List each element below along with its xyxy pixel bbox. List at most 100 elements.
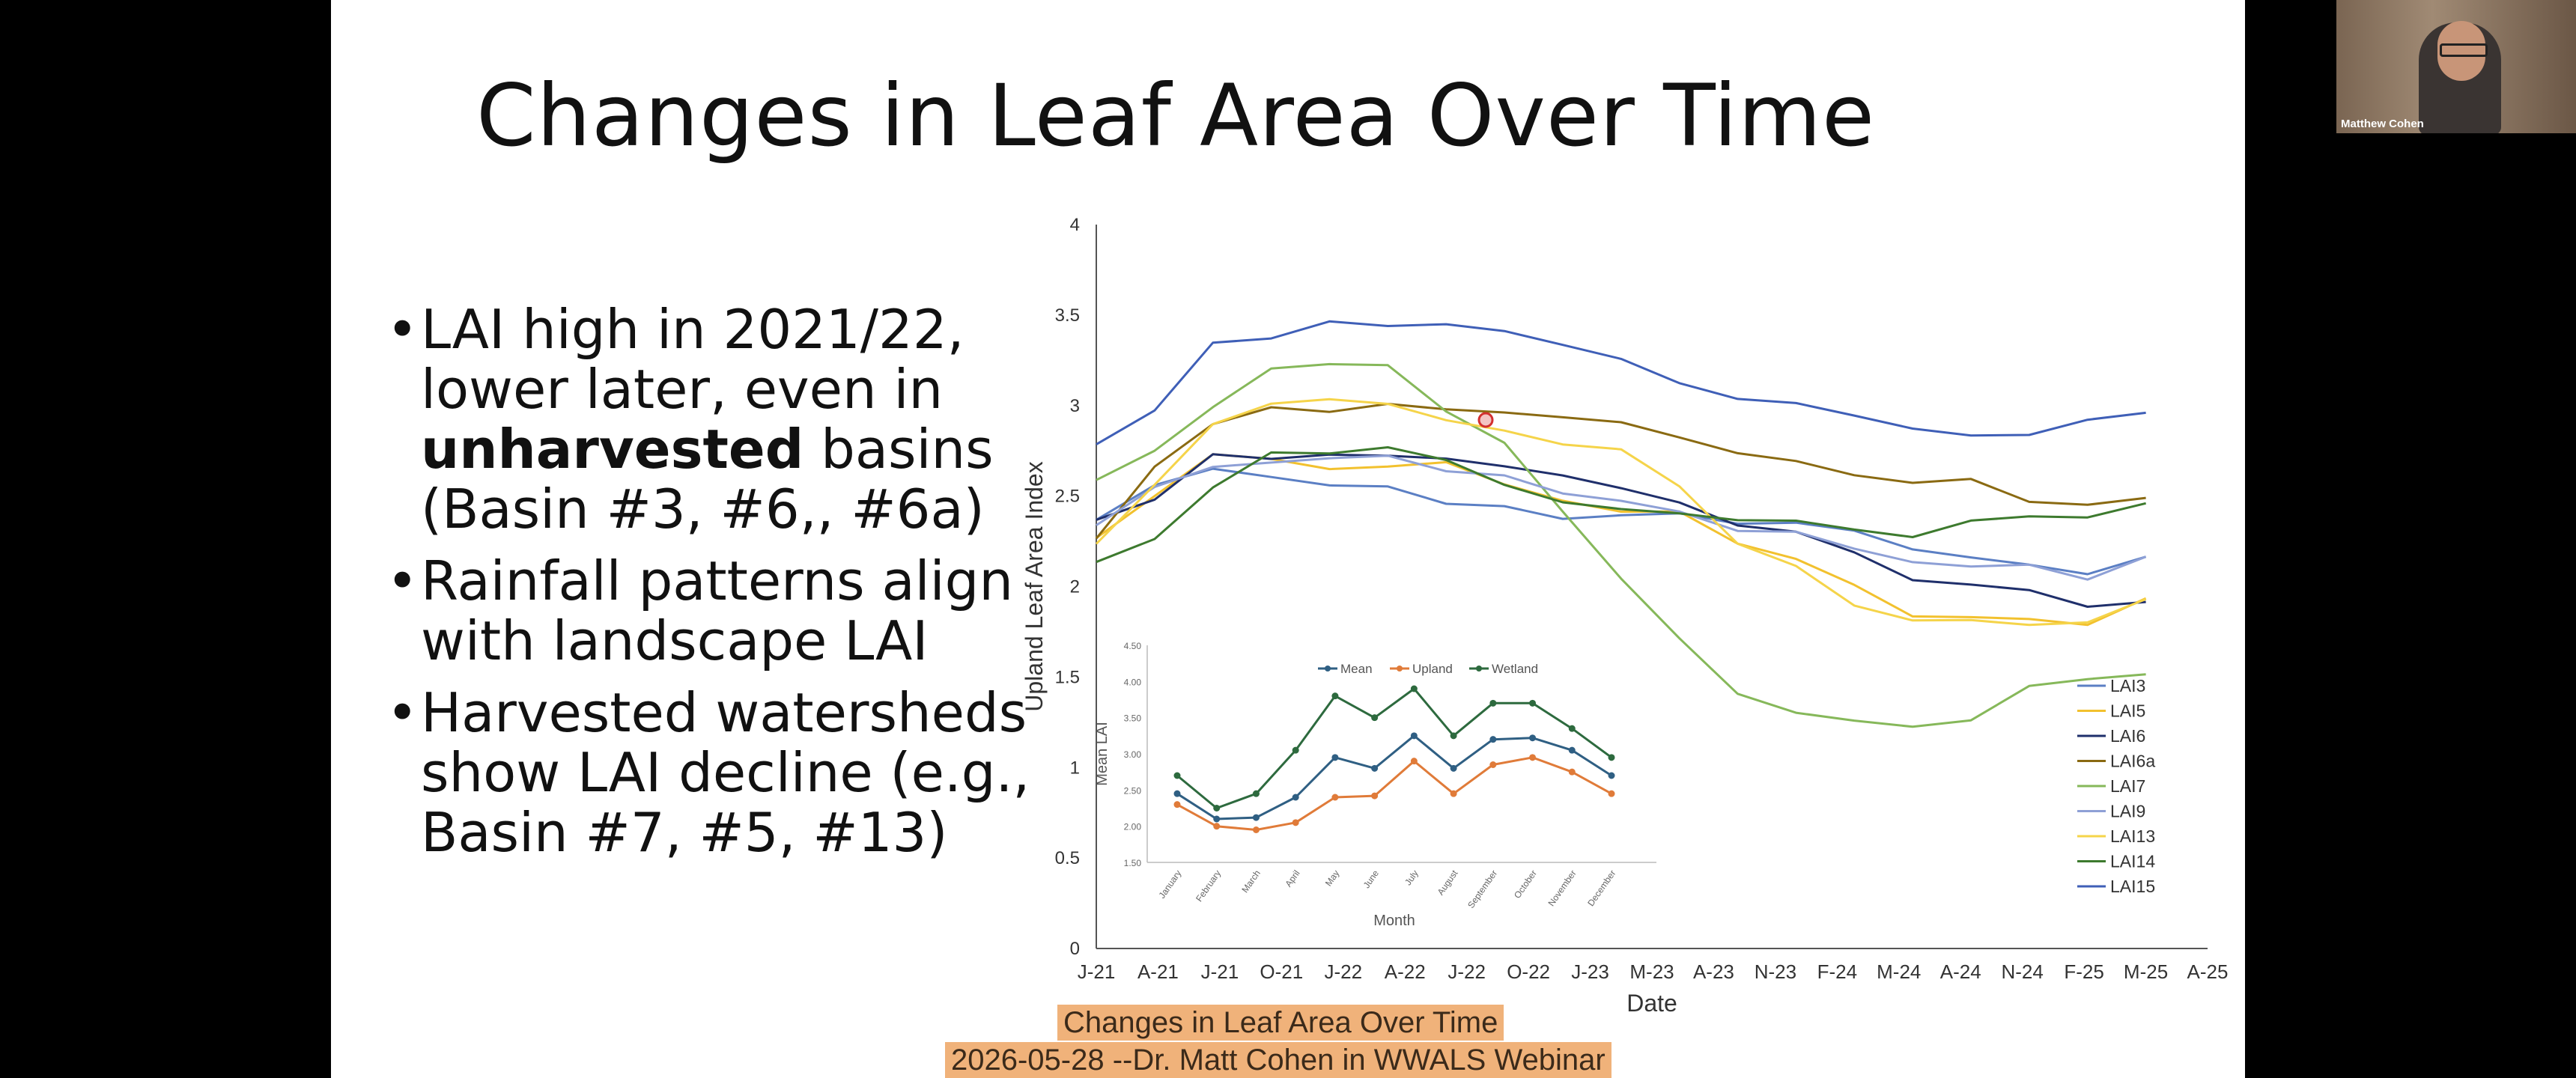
inset-point-wetland <box>1213 805 1221 811</box>
inset-point-mean <box>1568 746 1576 754</box>
x-tick-label: F-24 <box>1817 960 1857 983</box>
y-tick-label: 2 <box>1070 577 1080 597</box>
bullet-line: Rainfall patterns align <box>421 549 1013 612</box>
presentation-slide: Changes in Leaf Area Over Time • LAI hig… <box>331 0 2245 1078</box>
inset-x-tick-label: January <box>1156 868 1183 901</box>
inset-point-upland <box>1371 792 1379 800</box>
y-tick-label: 1 <box>1070 758 1080 778</box>
inset-legend-label: Upland <box>1412 662 1453 676</box>
bullet-list: • LAI high in 2021/22, lower later, even… <box>386 299 1038 874</box>
inset-y-tick-label: 3.50 <box>1124 713 1142 724</box>
y-tick-label: 0 <box>1070 939 1080 959</box>
inset-point-mean <box>1252 814 1260 821</box>
inset-legend-marker <box>1397 666 1403 672</box>
series-line-lai6a <box>1095 403 2146 540</box>
inset-x-tick-label: July <box>1403 868 1421 888</box>
inset-legend-label: Wetland <box>1492 662 1538 676</box>
participant-name: Matthew Cohen <box>2341 118 2424 130</box>
y-axis-title: Upland Leaf Area Index <box>1021 461 1048 711</box>
y-tick-label: 3 <box>1070 396 1080 416</box>
inset-series-line-mean <box>1176 734 1612 820</box>
inset-series-line-wetland <box>1176 687 1612 809</box>
bullet-bold-text: unharvested <box>421 418 804 481</box>
inset-point-mean <box>1173 790 1181 797</box>
y-tick-label: 1.5 <box>1055 667 1080 687</box>
bullet-line: Basin #7, #5, #13) <box>421 801 948 864</box>
inset-y-tick-label: 4.00 <box>1124 677 1142 687</box>
legend-label: LAI6a <box>2110 752 2155 771</box>
inset-point-mean <box>1608 772 1615 779</box>
inset-y-tick-label: 1.50 <box>1124 858 1142 868</box>
series-line-lai14 <box>1096 446 2146 564</box>
inset-x-tick-label: August <box>1436 868 1460 897</box>
inset-point-mean <box>1450 764 1457 772</box>
x-tick-label: M-23 <box>1629 960 1674 983</box>
y-tick-label: 3.5 <box>1055 305 1080 326</box>
legend-label: LAI7 <box>2110 776 2145 796</box>
inset-point-wetland <box>1331 692 1339 700</box>
inset-point-wetland <box>1410 685 1418 692</box>
inset-point-mean <box>1292 794 1299 801</box>
legend-label: LAI3 <box>2110 676 2145 695</box>
inset-point-upland <box>1292 819 1299 826</box>
series-line-lai15 <box>1096 320 2146 445</box>
legend-label: LAI14 <box>2110 852 2155 871</box>
series-line-lai5 <box>1096 453 2147 627</box>
inset-x-tick-label: November <box>1546 868 1579 908</box>
inset-point-wetland <box>1450 732 1457 740</box>
inset-point-upland <box>1568 768 1576 776</box>
x-tick-label: M-25 <box>2124 960 2168 983</box>
x-tick-label: A-23 <box>1693 960 1734 983</box>
inset-x-tick-label: October <box>1512 868 1539 901</box>
inset-point-upland <box>1450 790 1457 797</box>
inset-x-tick-label: April <box>1283 868 1301 889</box>
x-tick-label: J-21 <box>1078 960 1116 983</box>
inset-point-upland <box>1252 826 1260 833</box>
x-tick-label: N-23 <box>1755 960 1796 983</box>
inset-y-tick-label: 3.00 <box>1124 749 1142 760</box>
bullet-dot: • <box>386 298 419 361</box>
x-axis-title: Date <box>1626 990 1677 1017</box>
x-tick-label: A-24 <box>1940 960 1981 983</box>
inset-point-wetland <box>1292 746 1299 754</box>
x-tick-label: O-21 <box>1260 960 1303 983</box>
bullet-dot: • <box>386 549 419 612</box>
inset-point-mean <box>1529 734 1537 742</box>
x-tick-label: A-25 <box>2187 960 2229 983</box>
y-tick-label: 0.5 <box>1055 848 1080 868</box>
inset-point-upland <box>1410 758 1418 765</box>
inset-legend-marker <box>1325 666 1331 672</box>
series-line-lai7 <box>1096 362 2146 728</box>
inset-point-wetland <box>1173 772 1181 779</box>
inset-legend-marker <box>1476 666 1482 672</box>
x-tick-label: J-21 <box>1201 960 1239 983</box>
bullet-item: • Rainfall patterns align with landscape… <box>386 551 1038 671</box>
pointer-icon <box>1477 412 1494 428</box>
inset-y-tick-label: 2.50 <box>1124 785 1142 796</box>
series-line-lai3 <box>1096 467 2147 576</box>
inset-point-upland <box>1529 754 1537 761</box>
bullet-line: with landscape LAI <box>421 609 929 672</box>
inset-point-wetland <box>1608 754 1615 761</box>
bullet-line: show LAI decline (e.g., <box>421 741 1030 804</box>
inset-x-tick-label: March <box>1239 868 1263 895</box>
inset-point-upland <box>1213 823 1221 830</box>
inset-point-upland <box>1489 761 1497 768</box>
inset-point-wetland <box>1529 699 1537 707</box>
bullet-line: Harvested watersheds <box>421 681 1027 744</box>
participant-video-tile[interactable]: Matthew Cohen <box>2336 0 2576 133</box>
inset-point-mean <box>1371 764 1379 772</box>
bullet-line: lower later, even in <box>421 358 944 421</box>
y-tick-label: 2.5 <box>1055 487 1080 507</box>
inset-x-tick-label: February <box>1194 868 1223 904</box>
bullet-text: basins <box>804 418 994 481</box>
bullet-item: • Harvested watersheds show LAI decline … <box>386 683 1038 862</box>
legend-label: LAI13 <box>2110 826 2155 846</box>
x-tick-label: J-22 <box>1448 960 1486 983</box>
legend-label: LAI9 <box>2110 802 2145 821</box>
x-tick-label: F-25 <box>2064 960 2103 983</box>
inset-point-wetland <box>1489 699 1497 707</box>
inset-point-upland <box>1173 801 1181 808</box>
inset-x-tick-label: September <box>1465 868 1499 910</box>
